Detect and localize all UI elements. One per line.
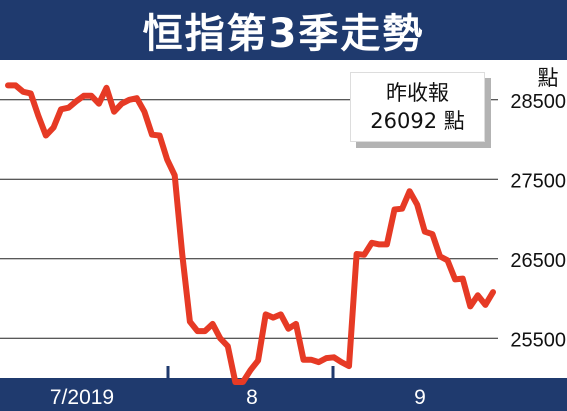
x-tick-labels: 7/2019 8 9 — [50, 386, 426, 409]
y-tick-labels: 28500 27500 26500 25500 — [510, 91, 566, 352]
y-tick-label: 26500 — [510, 250, 566, 272]
y-tick-label: 28500 — [510, 91, 566, 113]
x-tick-label: 9 — [414, 386, 426, 409]
y-tick-label: 27500 — [510, 170, 566, 192]
x-tick-label: 8 — [246, 386, 258, 409]
x-axis-band — [0, 378, 567, 411]
month-divider-ticks — [166, 366, 335, 378]
y-tick-label: 25500 — [510, 329, 566, 351]
last-close-callout: 昨收報 26092 點 — [350, 72, 485, 142]
x-tick-label: 7/2019 — [50, 386, 114, 409]
callout-line-1: 昨收報 — [386, 81, 449, 105]
callout-line-2: 26092 點 — [370, 109, 465, 133]
series-line — [5, 82, 496, 385]
y-axis-unit-label: 點 — [538, 66, 559, 90]
chart-title: 恒指第3季走勢 — [0, 0, 567, 60]
